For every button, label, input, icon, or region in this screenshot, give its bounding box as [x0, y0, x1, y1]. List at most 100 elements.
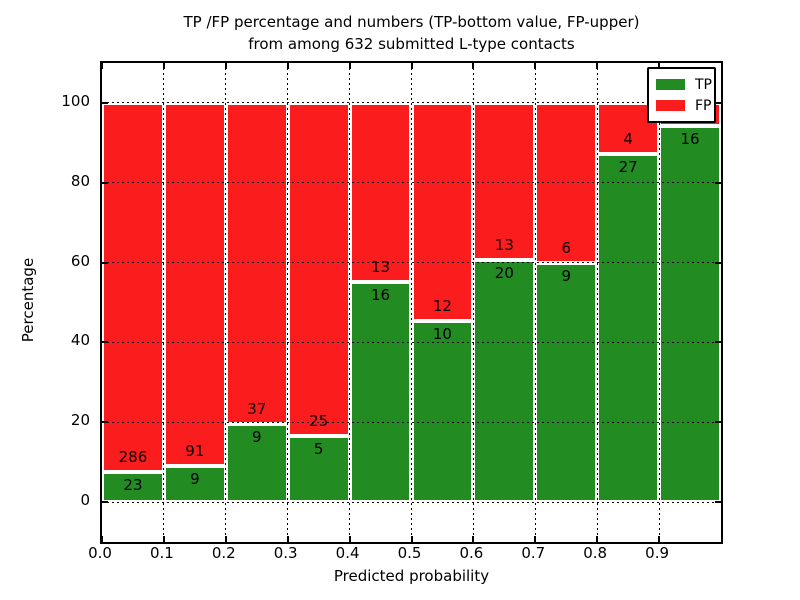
tp-bar-segment: [349, 281, 412, 503]
x-tick-label: 0.1: [149, 544, 174, 562]
fp-bar-segment: [473, 102, 536, 261]
tp-count-label: 5: [313, 439, 324, 458]
tp-count-label: 16: [680, 130, 700, 149]
tp-count-label: 9: [251, 427, 262, 446]
tp-bar-segment: [411, 320, 474, 503]
tp-count-label: 9: [190, 470, 200, 489]
fp-legend-label: FP: [695, 97, 712, 114]
y-tick-left: [102, 501, 108, 504]
tp-count-label: 10: [432, 324, 452, 343]
tp-count-label: 16: [371, 285, 391, 304]
x-tick-label: 0.7: [521, 544, 546, 562]
chart-title-line-2: from among 632 submitted L-type contacts: [248, 35, 575, 53]
fp-count-label: 12: [432, 296, 452, 315]
fp-bar-segment: [225, 102, 288, 424]
fp-bar-segment: [597, 102, 660, 155]
y-gridline: [102, 421, 721, 423]
y-tick-label: 0: [80, 491, 90, 510]
fp-legend-swatch: [656, 100, 685, 111]
x-tick-top: [286, 63, 289, 69]
y-axis-label: Percentage: [19, 257, 37, 343]
y-tick-label: 100: [61, 91, 90, 110]
x-tick-top: [534, 63, 537, 69]
y-tick-right: [715, 341, 721, 344]
x-tick-label: 0.3: [273, 544, 298, 562]
y-tick-label: 20: [70, 411, 90, 430]
legend-entry-tp: TP: [656, 74, 712, 95]
y-gridline: [102, 262, 721, 264]
x-tick-bottom: [224, 536, 227, 542]
fp-bar-segment: [411, 102, 474, 321]
x-gridline: [534, 63, 536, 542]
legend: TP FP: [647, 67, 716, 123]
x-tick-label: 0.4: [335, 544, 360, 562]
tp-count-label: 23: [123, 476, 143, 495]
tp-bar-segment: [597, 154, 660, 503]
fp-bar-segment: [349, 102, 412, 282]
y-gridline: [102, 102, 721, 104]
y-gridline: [102, 501, 721, 503]
x-tick-top: [101, 63, 103, 69]
y-gridline: [102, 341, 721, 343]
x-tick-label: 0.9: [645, 544, 670, 562]
x-tick-bottom: [101, 536, 103, 542]
fp-count-label: 4: [623, 130, 633, 149]
fp-count-label: 286: [118, 448, 148, 467]
fp-count-label: 13: [494, 236, 514, 255]
fp-count-label: 91: [185, 442, 205, 461]
y-tick-label: 80: [70, 171, 90, 190]
fp-bar-segment: [287, 102, 350, 436]
y-tick-right: [715, 501, 721, 504]
y-tick-left: [102, 421, 108, 424]
y-tick-left: [102, 261, 108, 264]
x-tick-bottom: [472, 536, 475, 542]
x-tick-bottom: [658, 536, 661, 542]
chart-title-line-1: TP /FP percentage and numbers (TP-bottom…: [183, 13, 640, 31]
x-tick-bottom: [348, 536, 351, 542]
legend-entry-fp: FP: [656, 95, 712, 116]
tp-count-label: 20: [494, 264, 514, 283]
tp-legend-swatch: [656, 79, 685, 90]
fp-bar-segment: [102, 102, 164, 473]
x-tick-top: [658, 63, 661, 69]
x-tick-top: [410, 63, 413, 69]
y-tick-right: [715, 261, 721, 264]
x-tick-bottom: [596, 536, 599, 542]
y-tick-left: [102, 181, 108, 184]
y-gridline: [102, 182, 721, 184]
tp-bar-segment: [287, 435, 350, 503]
x-tick-top: [472, 63, 475, 69]
x-tick-top: [596, 63, 599, 69]
x-tick-top: [348, 63, 351, 69]
x-gridline: [411, 63, 412, 542]
x-tick-bottom: [286, 536, 289, 542]
x-tick-top: [224, 63, 227, 69]
tp-bar-segment: [225, 423, 288, 503]
x-gridline: [472, 63, 474, 542]
x-tick-label: 0.2: [211, 544, 236, 562]
x-gridline: [596, 63, 598, 542]
tp-bar-segment: [473, 260, 536, 503]
x-tick-label: 0.6: [459, 544, 484, 562]
tp-bar-segment: [659, 126, 721, 503]
x-tick-top: [162, 63, 165, 69]
fp-count-label: 37: [247, 399, 267, 418]
y-tick-label: 40: [70, 331, 90, 350]
y-tick-left: [102, 341, 108, 344]
x-tick-bottom: [410, 536, 413, 542]
y-tick-label: 60: [70, 251, 90, 270]
x-tick-label: 0.0: [88, 544, 112, 562]
fp-count-label: 13: [371, 257, 391, 276]
x-gridline: [225, 63, 227, 542]
x-gridline: [349, 63, 351, 542]
tp-legend-label: TP: [695, 76, 712, 93]
x-tick-label: 0.8: [583, 544, 608, 562]
fp-count-label: 25: [309, 411, 329, 430]
fp-bar-segment: [163, 102, 226, 467]
tp-count-label: 9: [561, 266, 572, 285]
x-axis-label: Predicted probability: [333, 567, 490, 585]
x-tick-bottom: [162, 536, 165, 542]
x-tick-bottom: [534, 536, 537, 542]
y-tick-left: [102, 101, 108, 104]
